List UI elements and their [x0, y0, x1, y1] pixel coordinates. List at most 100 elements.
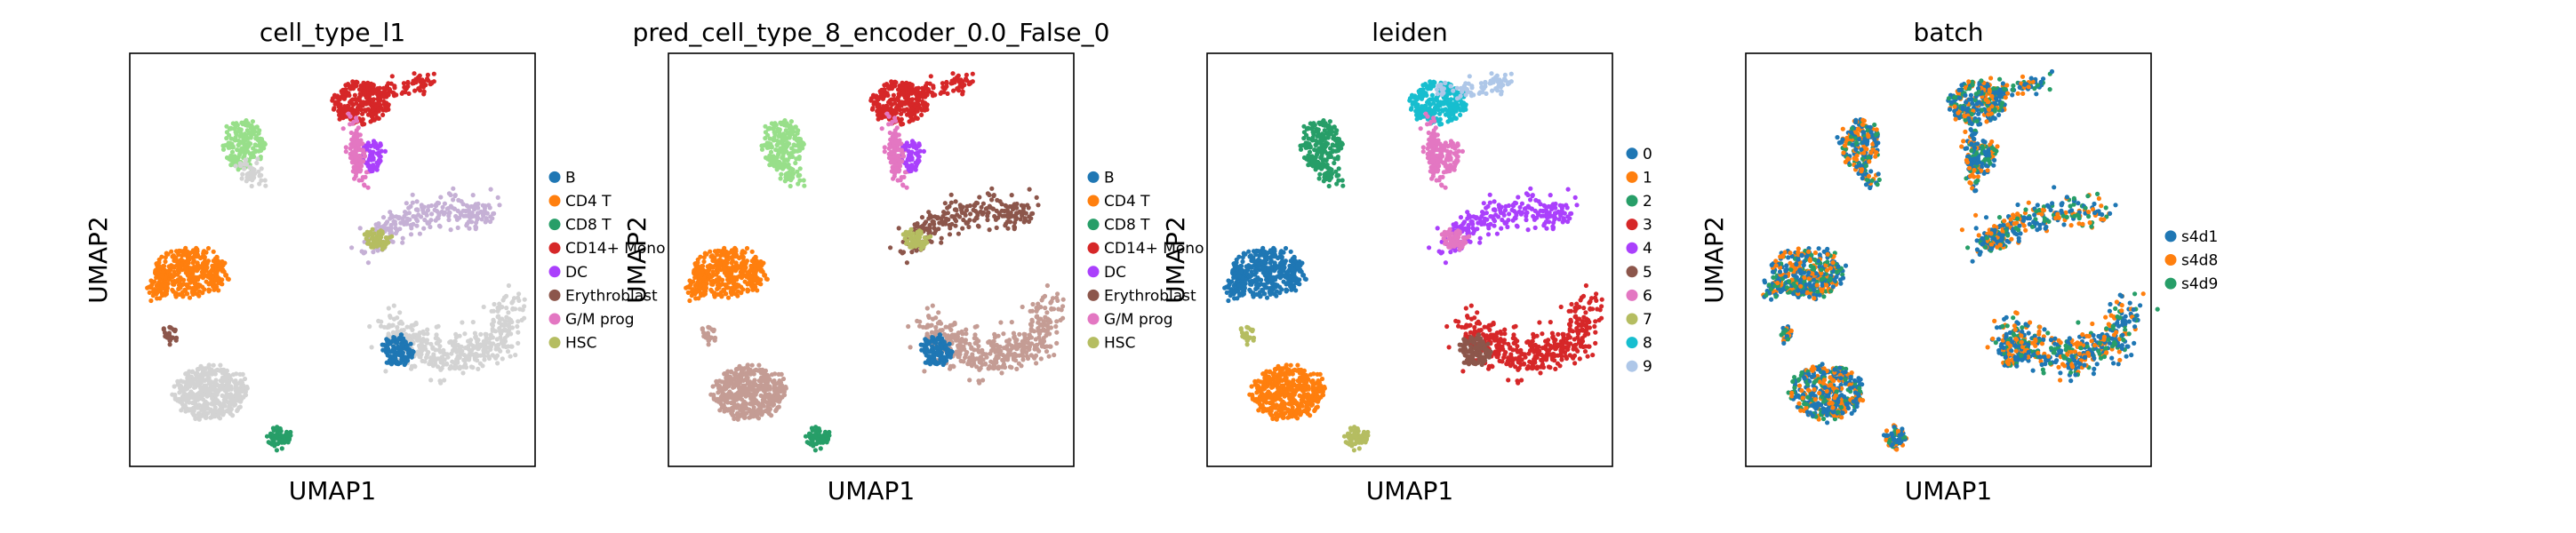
scatter-point — [216, 288, 221, 293]
scatter-point — [342, 104, 348, 109]
legend-entry: CD8 T — [565, 217, 612, 235]
scatter-point — [474, 205, 479, 211]
scatter-point — [220, 379, 226, 385]
scatter-point — [506, 323, 511, 329]
scatter-point — [755, 288, 760, 293]
scatter-point — [425, 76, 430, 82]
scatter-point — [164, 251, 169, 257]
scatter-point — [413, 80, 419, 85]
scatter-point — [497, 203, 502, 208]
scatter-point — [762, 273, 767, 278]
scatter-point — [908, 112, 914, 117]
scatter-point — [381, 324, 388, 330]
scatter-point — [439, 365, 444, 371]
scatter-point — [175, 260, 180, 266]
scatter-point — [932, 92, 938, 98]
scatter-point — [469, 219, 475, 225]
scatter-point — [381, 223, 387, 228]
scatter-point — [411, 221, 416, 227]
scatter-point — [436, 364, 441, 370]
scatter-point — [1046, 354, 1052, 359]
scatter-point — [398, 353, 404, 358]
scatter-point — [729, 260, 734, 266]
scatter-point — [896, 147, 901, 152]
scatter-point — [758, 409, 764, 414]
scatter-point — [900, 82, 905, 87]
scatter-point — [223, 273, 228, 278]
scatter-point — [188, 266, 194, 272]
scatter-point — [207, 366, 212, 371]
scatter-point — [382, 148, 388, 154]
scatter-point — [952, 320, 957, 326]
scatter-point — [336, 94, 342, 100]
scatter-point — [937, 353, 942, 358]
scatter-point — [930, 303, 935, 308]
scatter-point — [749, 259, 755, 264]
scatter-point — [756, 262, 762, 267]
scatter-point — [340, 126, 346, 131]
scatter-point — [1012, 220, 1018, 226]
scatter-point — [406, 205, 412, 211]
scatter-point — [204, 386, 210, 391]
scatter-point — [915, 159, 920, 165]
scatter-point — [414, 223, 420, 228]
scatter-point — [1034, 314, 1039, 320]
scatter-point — [442, 210, 447, 215]
scatter-point — [492, 211, 497, 216]
scatter-point — [927, 81, 932, 86]
scatter-point — [164, 284, 170, 290]
scatter-point — [387, 358, 392, 363]
scatter-point — [244, 128, 250, 133]
scatter-point — [952, 80, 957, 85]
scatter-point — [409, 322, 414, 328]
scatter-point — [988, 365, 994, 370]
scatter-point — [234, 121, 239, 126]
scatter-point — [440, 358, 445, 363]
scatter-point — [1011, 330, 1016, 336]
scatter-point — [970, 71, 975, 76]
scatter-point — [907, 97, 912, 102]
scatter-point — [1053, 323, 1059, 330]
scatter-point — [177, 282, 182, 288]
scatter-point — [960, 89, 965, 94]
scatter-point — [454, 216, 460, 221]
scatter-point — [388, 222, 394, 228]
scatter-point — [386, 306, 391, 311]
scatter-point — [402, 213, 407, 219]
scatter-point — [1027, 187, 1032, 192]
scatter-point — [493, 355, 499, 361]
scatter-point — [1008, 219, 1013, 225]
scatter-point — [244, 171, 250, 177]
scatter-point — [938, 91, 943, 96]
scatter-point — [239, 120, 244, 125]
scatter-point — [211, 259, 216, 264]
scatter-point — [173, 294, 179, 299]
scatter-point — [481, 304, 486, 310]
scatter-point — [895, 178, 900, 183]
scatter-point — [357, 147, 363, 152]
scatter-point — [887, 130, 892, 136]
scatter-point — [180, 253, 185, 259]
scatter-point — [1048, 344, 1053, 349]
y-axis-label: UMAP2 — [84, 216, 113, 304]
scatter-point — [938, 328, 943, 333]
scatter-point — [995, 197, 1000, 203]
scatter-point — [187, 257, 192, 262]
scatter-point — [488, 187, 493, 192]
scatter-point — [279, 438, 285, 443]
scatter-point — [879, 95, 884, 100]
scatter-point — [243, 157, 248, 163]
scatter-point — [197, 265, 204, 270]
scatter-point — [757, 281, 763, 286]
scatter-point — [383, 369, 388, 374]
scatter-point — [1005, 211, 1011, 216]
scatter-point — [736, 265, 742, 270]
scatter-point — [876, 116, 881, 122]
scatter-point — [484, 211, 490, 216]
scatter-point — [455, 354, 460, 359]
scatter-point — [393, 354, 398, 359]
scatter-point — [365, 140, 371, 146]
scatter-point — [163, 290, 168, 295]
scatter-point — [879, 126, 884, 131]
scatter-point — [350, 86, 356, 91]
